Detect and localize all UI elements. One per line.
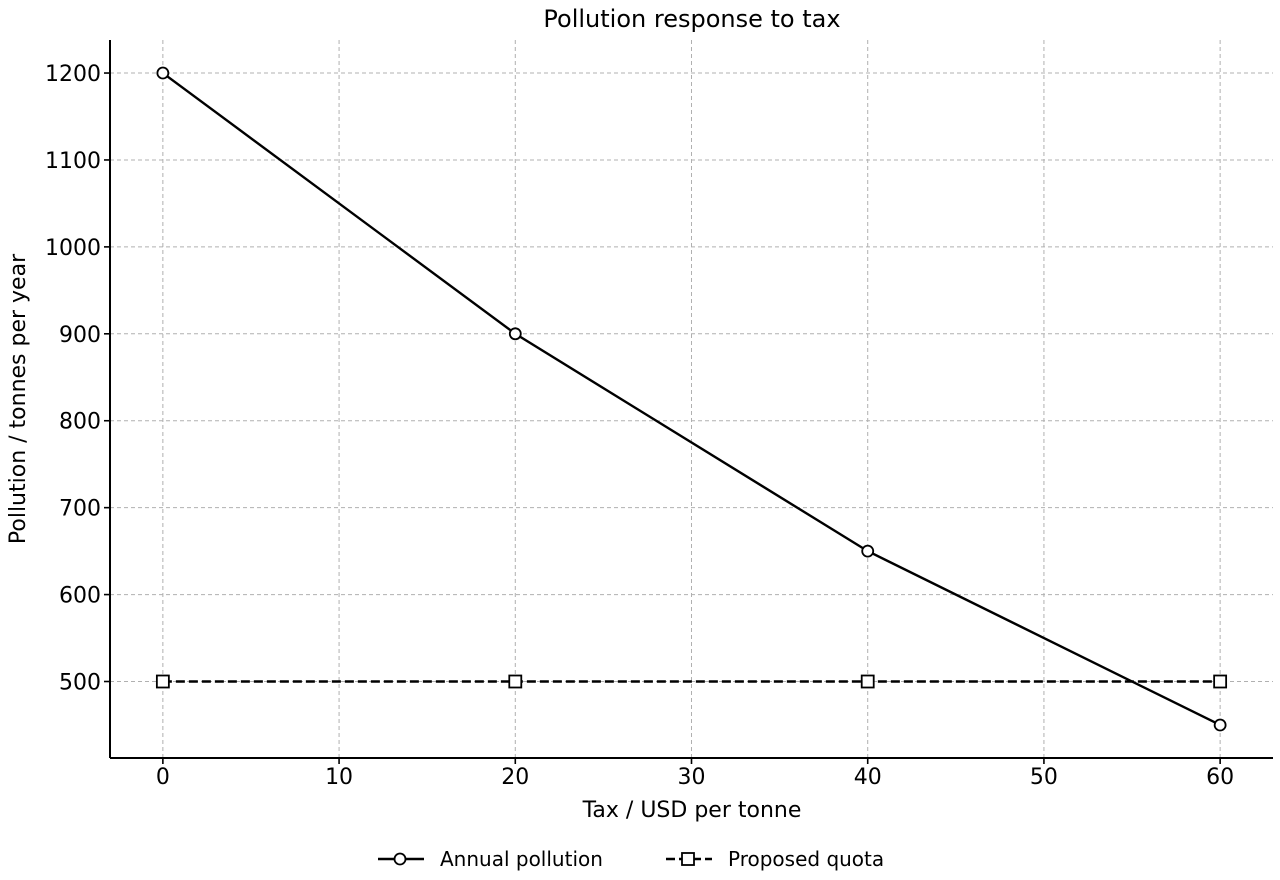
y-tick-label: 1200	[45, 62, 101, 87]
series-0	[156, 66, 1227, 732]
legend: Annual pollution Proposed quota	[378, 847, 884, 871]
x-tick-label: 20	[501, 765, 529, 790]
legend-entry-0: Annual pollution	[378, 847, 603, 871]
series	[155, 66, 1228, 732]
y-tick-label: 700	[59, 497, 101, 522]
legend-marker	[393, 852, 407, 866]
y-tick-label: 1100	[45, 149, 101, 174]
legend-label: Proposed quota	[728, 847, 884, 871]
data-point	[860, 674, 875, 689]
x-tick-label: 60	[1206, 765, 1234, 790]
y-axis-label: Pollution / tonnes per year	[6, 253, 31, 544]
x-tick-label: 0	[156, 765, 170, 790]
data-point	[155, 674, 170, 689]
series-line	[162, 72, 1221, 727]
ticks: 0 10 20 30 40 50 60 500 600 700 800 900 1000 1100 1200	[45, 62, 1234, 790]
data-point	[1213, 674, 1228, 689]
legend-entry-1: Proposed quota	[666, 847, 884, 871]
x-axis-label: Tax / USD per tonne	[582, 798, 802, 823]
x-tick-label: 10	[325, 765, 353, 790]
y-tick-label: 900	[59, 323, 101, 348]
y-tick-label: 800	[59, 410, 101, 435]
chart-title: Pollution response to tax	[543, 5, 840, 33]
data-point	[508, 327, 522, 341]
x-tick-label: 50	[1030, 765, 1058, 790]
data-point	[861, 544, 875, 558]
series-1	[155, 674, 1228, 689]
data-point	[508, 674, 523, 689]
x-tick-label: 40	[854, 765, 882, 790]
legend-marker	[681, 852, 695, 866]
x-tick-label: 30	[678, 765, 706, 790]
y-tick-label: 600	[59, 584, 101, 609]
legend-label: Annual pollution	[440, 847, 603, 871]
data-point	[156, 66, 170, 80]
grid	[110, 40, 1273, 758]
y-tick-label: 1000	[45, 236, 101, 261]
data-point	[1213, 718, 1227, 732]
y-tick-label: 500	[59, 671, 101, 696]
